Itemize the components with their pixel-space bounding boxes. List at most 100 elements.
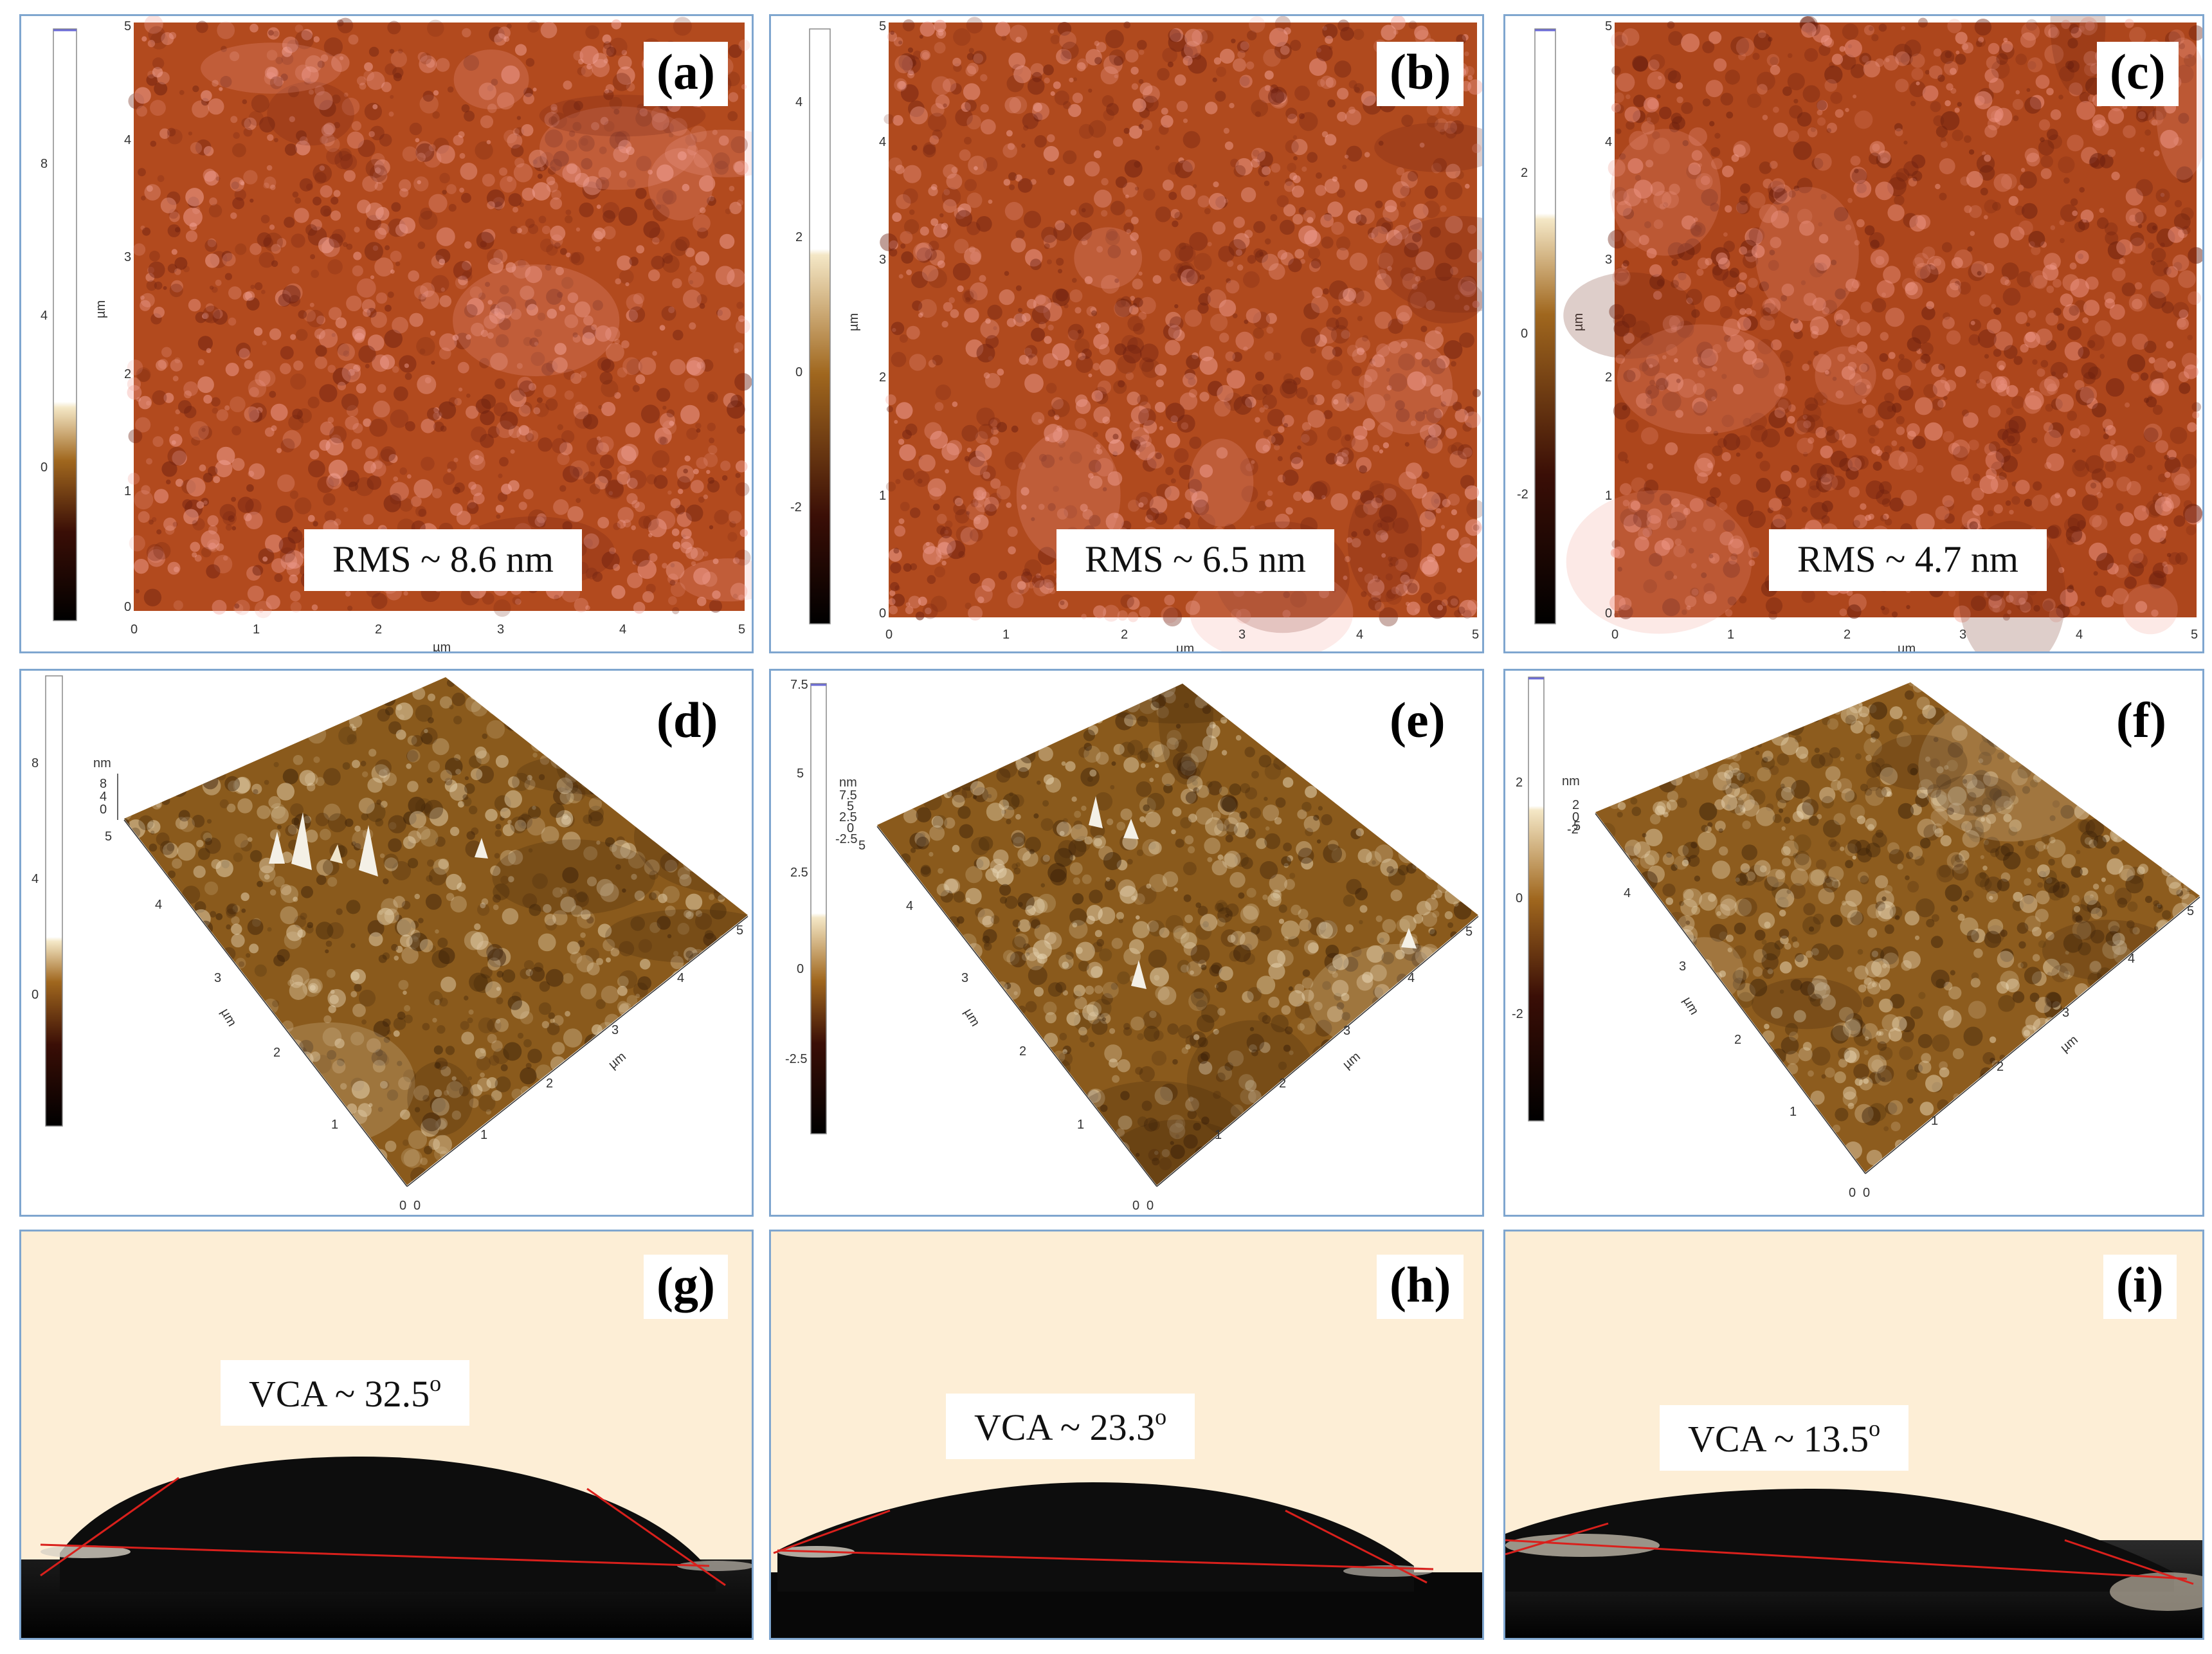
baseline <box>777 1549 1434 1570</box>
z-tick: -2 <box>1567 822 1579 837</box>
y-tick: 3 <box>1679 959 1686 974</box>
z-tick: 4 <box>100 790 107 804</box>
x-tick: 1 <box>480 1128 487 1142</box>
tangent-left <box>1505 1522 1609 1556</box>
z-tick: 5 <box>847 799 854 813</box>
colorbar-tick: 8 <box>32 756 39 770</box>
x-tick: 1 <box>1002 628 1010 642</box>
x-tick: 2 <box>1121 628 1128 642</box>
y-tick: 3 <box>1605 253 1612 267</box>
y-tick: 2 <box>124 367 131 381</box>
vca-value: VCA ~ 32.5 <box>249 1373 430 1415</box>
colorbar-tick: 4 <box>32 872 39 886</box>
y-tick: 5 <box>105 830 112 844</box>
panel-i: (i) VCA ~ 13.5o <box>1503 1230 2204 1640</box>
panel-letter: (b) <box>1377 42 1464 106</box>
y-axis-unit: µm <box>1680 995 1701 1017</box>
colorbar-tick: -2 <box>790 500 802 514</box>
panel-letter: (i) <box>2103 1255 2177 1319</box>
baseline <box>40 1543 710 1567</box>
x-tick: 5 <box>1465 925 1473 939</box>
x-axis-unit: µm <box>433 641 451 653</box>
x-tick: 4 <box>2076 628 2083 642</box>
y-tick: 0 <box>124 600 131 614</box>
x-tick: 1 <box>1931 1114 1938 1128</box>
y-tick: 5 <box>858 839 866 853</box>
panel-g: (g) VCA ~ 32.5o <box>19 1230 754 1640</box>
z-tick: 2 <box>1572 798 1579 812</box>
y-tick: 4 <box>906 899 913 913</box>
panel-e: 7.5 5 2.5 0 -2.5 nm 7.5 5 2.5 0 -2.5 0 0… <box>769 669 1484 1217</box>
colorbar-tick: 2 <box>1516 776 1523 790</box>
colorbar-unit: µm <box>847 313 861 331</box>
afm-surface <box>134 23 745 611</box>
x-tick: 0 <box>1849 1186 1856 1200</box>
x-tick: 2 <box>375 623 382 637</box>
x-tick: 0 <box>131 623 138 637</box>
x-tick: 0 <box>399 1199 406 1213</box>
vca-value: VCA ~ 23.3 <box>974 1406 1156 1448</box>
colorbar-tick: -2 <box>1512 1007 1523 1021</box>
x-tick: 3 <box>1959 628 1966 642</box>
z-tick: 0 <box>847 821 854 835</box>
y-tick: 4 <box>1624 886 1631 900</box>
colorbar <box>809 28 831 624</box>
x-tick: 2 <box>546 1077 553 1091</box>
x-tick: 3 <box>497 623 504 637</box>
x-axis-unit: µm <box>1340 1050 1363 1072</box>
colorbar <box>1528 677 1545 1122</box>
tangent-left <box>40 1477 179 1577</box>
colorbar-tick: -2 <box>1517 487 1528 502</box>
x-tick: 4 <box>1408 971 1415 985</box>
y-tick: 1 <box>1605 489 1612 503</box>
afm-3d-image-e: 7.5 5 2.5 0 -2.5 nm 7.5 5 2.5 0 -2.5 0 0… <box>785 678 1479 1213</box>
panel-c: 2 0 -2 µm 0 1 2 3 4 5 µm 0 1 2 3 4 5 (c)… <box>1503 14 2204 653</box>
y-tick: 1 <box>331 1118 338 1132</box>
panel-b: 4 2 0 -2 µm 0 1 2 3 4 5 µm 0 1 2 3 4 5 (… <box>769 14 1484 653</box>
baseline <box>1505 1539 2188 1580</box>
colorbar-tick: 4 <box>41 309 48 323</box>
x-tick: 5 <box>738 623 745 637</box>
y-axis-unit: µm <box>961 1006 983 1029</box>
panel-letter: (g) <box>644 1255 728 1319</box>
colorbar-tick: 2 <box>795 230 802 244</box>
colorbar-tick: 7.5 <box>790 678 808 692</box>
panel-a: 8 4 0 µm 0 1 2 3 4 5 µm 0 1 2 3 4 5 (a) … <box>19 14 754 653</box>
colorbar-tick: 0 <box>1516 891 1523 905</box>
colorbar <box>45 675 63 1127</box>
colorbar-tick: 2 <box>1521 166 1528 180</box>
x-tick: 2 <box>1844 628 1851 642</box>
z-tick: 0 <box>100 803 107 817</box>
colorbar-tick: 4 <box>795 95 802 109</box>
afm-2d-image-a: 8 4 0 µm 0 1 2 3 4 5 µm 0 1 2 3 4 5 <box>41 16 752 653</box>
x-tick: 1 <box>1727 628 1734 642</box>
y-tick: 5 <box>1605 19 1612 33</box>
panel-letter: (f) <box>2103 690 2179 754</box>
x-tick: 4 <box>677 971 684 985</box>
colorbar-tick: 0 <box>32 988 39 1002</box>
y-tick: 3 <box>879 253 886 267</box>
water-droplet <box>1505 1489 2174 1592</box>
z-tick: 2.5 <box>839 810 857 824</box>
rms-label: RMS ~ 8.6 nm <box>304 529 583 591</box>
panel-letter: (h) <box>1377 1255 1464 1319</box>
afm-3d-surface <box>1595 682 2200 1172</box>
z-tick: -2.5 <box>835 832 857 846</box>
colorbar <box>1534 28 1556 624</box>
droplet-image-g <box>21 1231 752 1638</box>
panel-d: 8 4 0 nm 8 4 0 0 0 1 2 3 4 5 µm 1 2 3 4 … <box>19 669 754 1217</box>
z-unit: nm <box>839 776 857 790</box>
y-axis-unit: µm <box>218 1006 239 1029</box>
colorbar-tick: 2.5 <box>790 866 808 880</box>
tangent-right <box>1285 1509 1428 1584</box>
x-tick: 2 <box>1279 1077 1286 1091</box>
vca-label: VCA ~ 23.3o <box>946 1394 1195 1459</box>
y-tick: 2 <box>1605 370 1612 385</box>
x-tick: 2 <box>1997 1060 2004 1074</box>
colorbar-tick: 8 <box>41 157 48 171</box>
colorbar-tick: 5 <box>797 767 804 781</box>
z-unit: nm <box>1562 774 1580 788</box>
x-axis-unit: µm <box>1898 642 1916 653</box>
z-tick: 8 <box>100 777 107 791</box>
z-unit: nm <box>93 756 111 770</box>
